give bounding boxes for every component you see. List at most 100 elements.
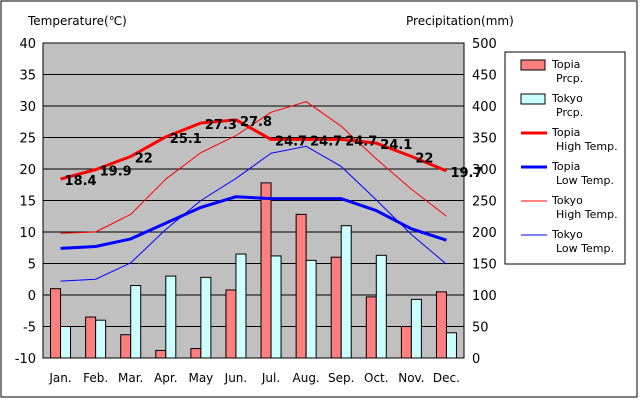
category-label: Jul.: [261, 371, 280, 385]
category-label: May: [188, 371, 213, 385]
data-label: 24.7: [275, 134, 307, 149]
data-label: 19.9: [100, 165, 132, 180]
tokyo-precip-bar: [445, 332, 457, 359]
left-tick-label: -10: [15, 352, 36, 367]
data-label: 24.7: [345, 134, 377, 149]
left-tick-label: 0: [28, 289, 36, 304]
tokyo-precip-bar: [200, 276, 212, 359]
topia-precip-bar: [120, 334, 132, 359]
category-label: Jun.: [224, 371, 248, 385]
legend-box: [504, 51, 626, 265]
right-tick-label: 200: [472, 226, 497, 241]
legend-label: Low Temp.: [556, 174, 614, 187]
legend-label: Tokyo: [551, 228, 583, 241]
data-label: 27.3: [205, 118, 237, 133]
data-label: 22: [135, 151, 153, 166]
tokyo-precip-bar: [165, 275, 177, 359]
data-label: 22: [415, 151, 433, 166]
tokyo-precip-bar: [375, 254, 387, 359]
topia-precip-bar: [435, 291, 447, 359]
left-tick-label: 20: [19, 163, 36, 178]
tokyo-precip-bar: [410, 298, 422, 359]
topia-precip-bar: [155, 349, 167, 359]
right-tick-label: 150: [472, 258, 497, 273]
right-tick-label: 300: [472, 163, 497, 178]
legend-label: High Temp.: [556, 140, 618, 153]
left-axis-title: Temperature(℃): [27, 14, 127, 28]
topia-precip-bar: [400, 326, 412, 359]
legend-label: Prcp.: [556, 72, 583, 85]
tokyo-precip-bar: [60, 326, 72, 359]
data-label: 19.7: [450, 166, 482, 181]
topia-precip-bar: [260, 182, 272, 359]
category-label: Apr.: [154, 371, 177, 385]
category-label: Jan.: [48, 371, 71, 385]
topia-high-temp-line: [60, 118, 448, 181]
left-tick-label: 15: [19, 195, 36, 210]
tokyo-precip-bar: [130, 285, 142, 359]
right-tick-label: 400: [472, 100, 497, 115]
tokyo-precip-bar: [95, 319, 107, 359]
topia-precip-bar: [365, 296, 377, 359]
left-tick-label: 25: [19, 132, 36, 147]
topia-precip-bar: [295, 213, 307, 359]
temperature-lines: [60, 101, 448, 282]
data-label: 24.7: [310, 134, 342, 149]
legend-label: Topia: [551, 58, 580, 71]
left-tick-label: 10: [19, 226, 36, 241]
category-label: Nov.: [398, 371, 424, 385]
grid-lines: [43, 74, 464, 327]
data-label: 24.1: [380, 138, 412, 153]
topia-precip-bar: [50, 288, 62, 359]
tokyo-precip-bar: [270, 255, 282, 359]
right-tick-label: 0: [472, 352, 480, 367]
right-tick-label: 500: [472, 37, 497, 52]
left-tick-label: 35: [19, 69, 36, 84]
legend-label: Topia: [551, 160, 580, 173]
tokyo-precip-bar: [235, 253, 247, 359]
legend-swatch: [520, 59, 546, 71]
legend-label: Prcp.: [556, 106, 583, 119]
category-label: Oct.: [364, 371, 389, 385]
tokyo-precip-bar: [305, 259, 317, 359]
legend-label: Low Temp.: [556, 242, 614, 255]
category-label: Feb.: [83, 371, 108, 385]
tokyo-low-temp-line: [60, 145, 447, 282]
legend-label: High Temp.: [556, 208, 618, 221]
topia-precip-bar: [85, 316, 97, 359]
axis-ticks: -10-505101520253035400501001502002503003…: [15, 37, 497, 385]
category-label: Mar.: [118, 371, 143, 385]
topia-low-temp-line: [60, 195, 447, 250]
right-tick-label: 100: [472, 289, 497, 304]
legend-swatch: [520, 93, 546, 105]
data-label: 18.4: [65, 174, 97, 189]
precipitation-bars: [50, 182, 457, 359]
left-tick-label: 40: [19, 37, 36, 52]
legend-label: Topia: [551, 126, 580, 139]
right-tick-label: 450: [472, 69, 497, 84]
left-tick-label: 30: [19, 100, 36, 115]
category-label: Dec.: [433, 371, 460, 385]
right-tick-label: 250: [472, 195, 497, 210]
legend-label: Tokyo: [551, 194, 583, 207]
right-axis-title: Precipitation(mm): [406, 14, 514, 28]
right-tick-label: 50: [472, 321, 489, 336]
tokyo-precip-bar: [340, 225, 352, 359]
topia-precip-bar: [190, 348, 202, 359]
topia-precip-bar: [330, 256, 342, 359]
right-tick-label: 350: [472, 132, 497, 147]
left-tick-label: -5: [23, 321, 36, 336]
data-label: 25.1: [170, 132, 202, 147]
legend-label: Tokyo: [551, 92, 583, 105]
left-tick-label: 5: [28, 258, 36, 273]
data-label: 27.8: [240, 115, 272, 130]
